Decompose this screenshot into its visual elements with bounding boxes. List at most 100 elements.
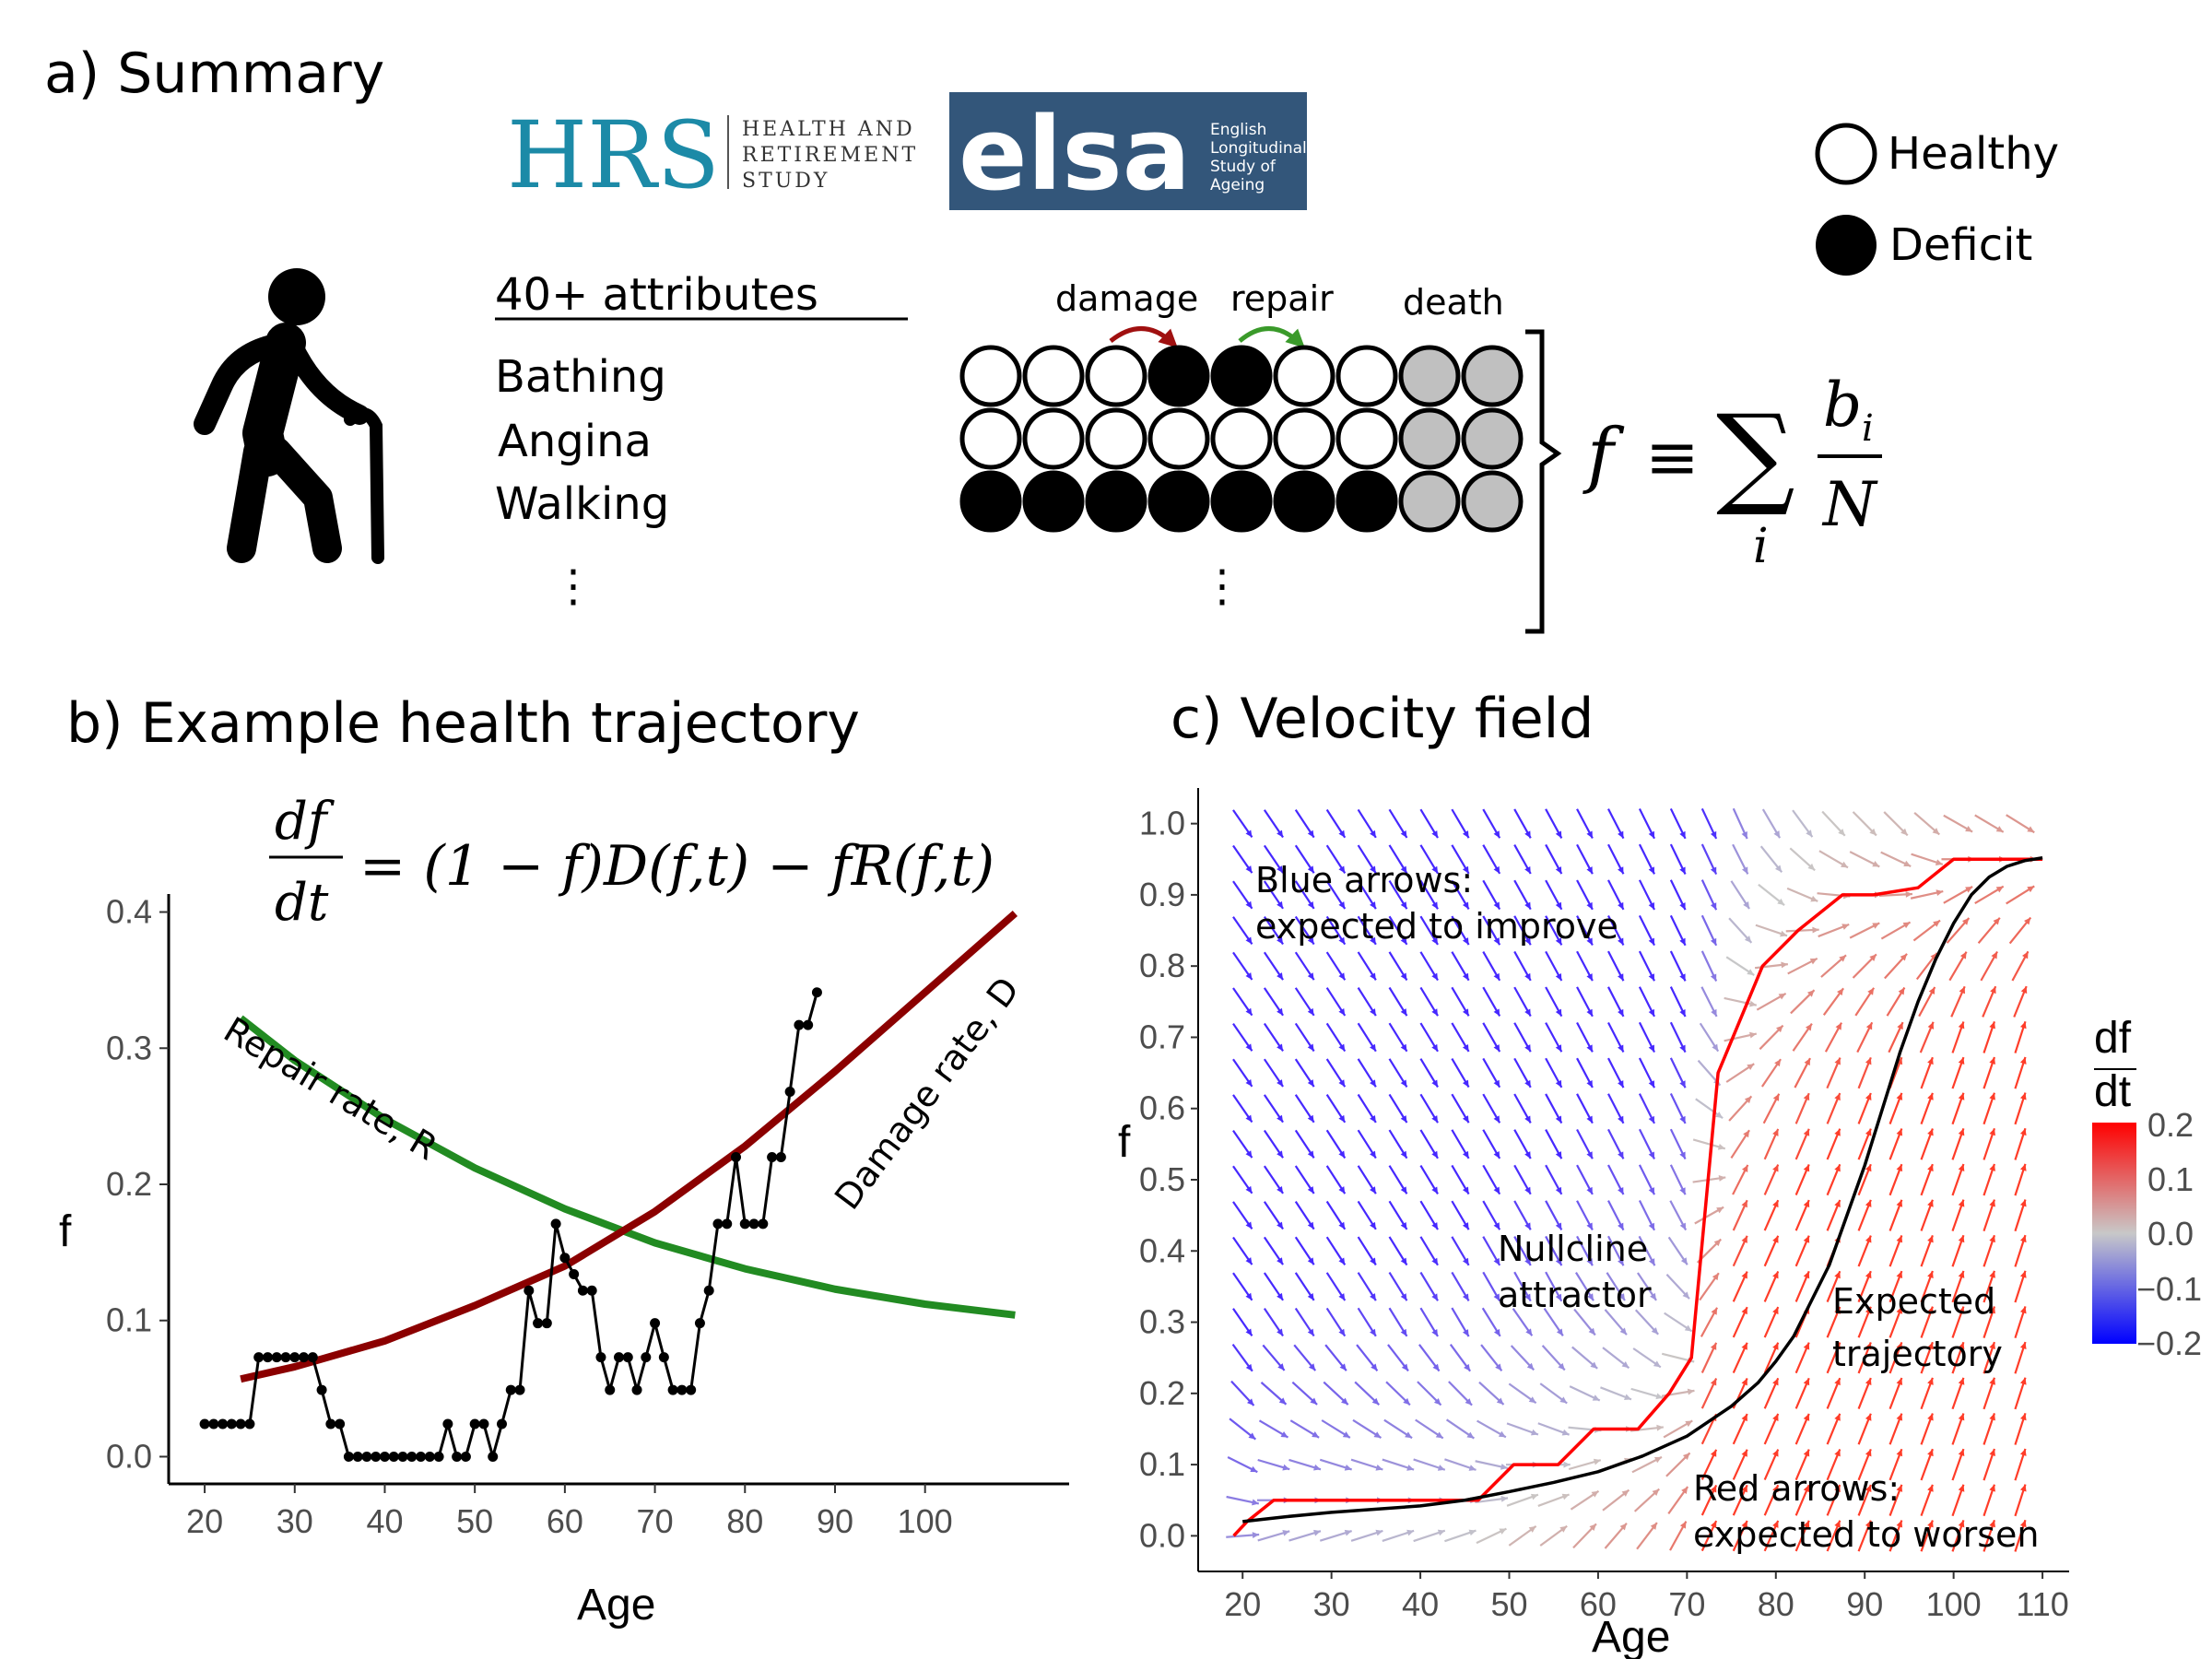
velocity-arrow-head xyxy=(1431,1079,1439,1088)
velocity-arrow-head xyxy=(1835,1022,1842,1030)
velocity-arrow-head xyxy=(1555,1008,1562,1017)
velocity-arrow-head xyxy=(1277,1363,1285,1371)
chart-c-ylabel: f xyxy=(1118,1118,1131,1167)
velocity-arrow-head xyxy=(1896,1092,1903,1100)
velocity-arrow-head xyxy=(1772,1271,1779,1279)
velocity-arrow-head xyxy=(1648,1115,1655,1124)
velocity-arrow-head xyxy=(1586,1115,1593,1124)
velocity-arrow-head xyxy=(1933,920,1941,927)
velocity-arrow-head xyxy=(1958,1270,1965,1278)
velocity-arrow-head xyxy=(1648,866,1655,875)
trajectory-point xyxy=(803,1019,814,1030)
velocity-arrow-head xyxy=(1747,969,1755,976)
velocity-arrow-head xyxy=(1524,1257,1531,1265)
velocity-arrow-head xyxy=(1526,1362,1535,1371)
velocity-arrow-head xyxy=(1993,917,2000,925)
trajectory-point xyxy=(218,1418,229,1430)
velocity-arrow-head xyxy=(1958,1342,1965,1350)
velocity-arrow-head xyxy=(1619,1327,1627,1335)
velocity-arrow-head xyxy=(1743,901,1750,909)
equation-rhs: = (1 − f)D(f,t) − fR(f,t) xyxy=(359,834,994,899)
velocity-arrow-head xyxy=(1679,973,1686,982)
attribute-state-healthy xyxy=(1273,407,1335,470)
velocity-arrow-head xyxy=(1433,1397,1441,1406)
velocity-arrow-head xyxy=(1245,1007,1253,1016)
velocity-arrow-head xyxy=(1555,1115,1562,1124)
velocity-arrow-head xyxy=(2027,886,2035,893)
velocity-arrow-head xyxy=(1524,1151,1531,1159)
velocity-arrow-head xyxy=(1679,1009,1686,1018)
velocity-arrow-head xyxy=(1499,1528,1507,1535)
velocity-arrow-head xyxy=(1803,1485,1810,1493)
velocity-arrow-head xyxy=(1462,1222,1469,1230)
velocity-arrow-head xyxy=(1462,1257,1469,1265)
attribute-state-healthy xyxy=(1273,345,1335,407)
velocity-arrow-head xyxy=(1927,1484,1934,1492)
trajectory-point xyxy=(307,1352,318,1363)
velocity-arrow-head xyxy=(1591,1490,1599,1498)
velocity-arrow-head xyxy=(1958,1520,1965,1528)
velocity-arrow-head xyxy=(1777,898,1785,906)
trajectory-point xyxy=(739,1218,750,1230)
velocity-arrow-head xyxy=(1245,1221,1253,1230)
velocity-arrow-head xyxy=(1865,1199,1872,1207)
velocity-arrow-head xyxy=(1812,926,1819,934)
trajectory-point xyxy=(271,1352,282,1363)
velocity-arrow-head xyxy=(1744,935,1752,943)
trajectory-point xyxy=(595,1352,606,1363)
trajectory-point xyxy=(569,1269,580,1279)
velocity-arrow-head xyxy=(1277,865,1284,874)
velocity-arrow-head xyxy=(1493,1222,1500,1230)
velocity-arrow-head xyxy=(1431,1328,1439,1336)
velocity-arrow-head xyxy=(1741,1307,1747,1315)
trajectory-point xyxy=(371,1451,382,1462)
velocity-arrow-head xyxy=(1648,902,1655,911)
velocity-arrow-head xyxy=(2019,1342,2027,1349)
velocity-arrow-head xyxy=(1277,936,1284,945)
legend: Healthy Deficit xyxy=(1815,123,2059,276)
trajectory-point xyxy=(289,1352,300,1363)
velocity-arrow-head xyxy=(1741,1414,1747,1422)
velocity-arrow-head xyxy=(1308,1363,1316,1371)
trajectory-point xyxy=(262,1352,273,1363)
velocity-arrow-head xyxy=(1927,1413,1934,1421)
velocity-arrow-head xyxy=(1806,830,1813,838)
velocity-arrow-head xyxy=(1338,830,1346,838)
velocity-arrow-head xyxy=(1865,1164,1872,1172)
velocity-arrow-head xyxy=(1896,1235,1903,1243)
velocity-arrow-head xyxy=(1989,1342,1995,1350)
velocity-arrow-head xyxy=(1772,1378,1779,1386)
velocity-arrow-head xyxy=(1338,972,1346,981)
velocity-arrow-head xyxy=(1710,1521,1717,1529)
velocity-arrow-head xyxy=(1618,1008,1624,1017)
trajectory-point xyxy=(316,1384,327,1395)
chart-b-xlabel: Age xyxy=(577,1581,655,1630)
velocity-arrow-head xyxy=(1307,1292,1314,1300)
velocity-arrow-head xyxy=(1680,1257,1688,1265)
velocity-arrow-head xyxy=(1307,936,1314,945)
velocity-arrow-head xyxy=(1618,1222,1624,1230)
trajectory-point xyxy=(748,1218,759,1230)
chart-c: 20 30 40 50 60 70 80 90 100 110 0.0 0.1 0.2 0.3 0.4 0.5… xyxy=(1139,788,2069,1623)
attribute-state-healthy xyxy=(1022,345,1085,407)
velocity-arrow-head xyxy=(1277,1328,1284,1336)
velocity-arrow-head xyxy=(1803,1378,1810,1386)
velocity-arrow-head xyxy=(1437,1465,1445,1471)
velocity-arrow-head xyxy=(1524,1186,1531,1194)
velocity-arrow-head xyxy=(1524,972,1531,981)
velocity-arrow-head xyxy=(1958,1306,1965,1314)
velocity-arrow-head xyxy=(1865,1235,1872,1243)
velocity-arrow-head xyxy=(1834,1378,1841,1386)
velocity-arrow-head xyxy=(1961,918,1970,925)
velocity-arrow-head xyxy=(1555,1293,1562,1301)
velocity-arrow-head xyxy=(1903,860,1912,867)
trajectory-point xyxy=(416,1451,427,1462)
velocity-arrow-head xyxy=(1867,987,1875,995)
velocity-arrow-head xyxy=(1586,866,1593,875)
formula-f: f xyxy=(1583,414,1625,497)
trajectory-point xyxy=(614,1352,624,1363)
velocity-arrow-head xyxy=(1741,1164,1748,1172)
velocity-arrow-head xyxy=(1834,1306,1841,1314)
attribute-state-healthy xyxy=(959,345,1022,407)
attribute-item: Walking xyxy=(495,478,669,530)
